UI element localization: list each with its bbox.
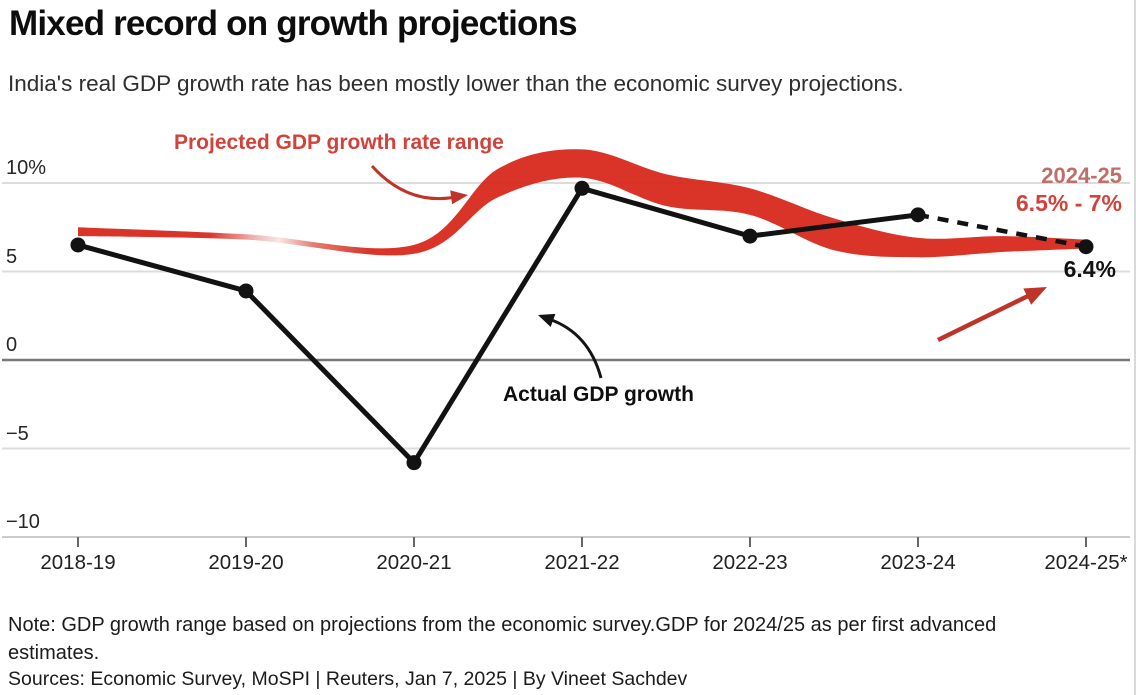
x-tick-label: 2020-21 xyxy=(376,551,452,574)
source-line: Sources: Economic Survey, MoSPI | Reuter… xyxy=(8,668,688,690)
data-point xyxy=(238,283,254,299)
projection-range-label: 6.5% - 7% xyxy=(1015,190,1122,216)
y-tick-label: −10 xyxy=(6,511,40,533)
footnote: Note: GDP growth range based on projecti… xyxy=(8,614,997,665)
data-point xyxy=(742,228,758,244)
x-tick-label: 2022-23 xyxy=(712,551,788,574)
last-value-arrow xyxy=(937,287,1047,343)
page-title: Mixed record on growth projections xyxy=(9,4,578,43)
y-tick-label: 0 xyxy=(6,334,18,356)
y-tick-label: 5 xyxy=(6,245,18,268)
projection-band-label: Projected GDP growth rate range xyxy=(174,131,504,154)
data-point xyxy=(910,207,926,223)
x-tick-label: 2019-20 xyxy=(208,551,284,574)
y-tick-label: −5 xyxy=(6,422,29,445)
x-tick-label: 2023-24 xyxy=(880,551,956,574)
projected-range-band xyxy=(78,149,1086,258)
projection-year-label: 2024-25 xyxy=(1041,163,1122,188)
x-tick-label: 2024-25* xyxy=(1044,551,1128,574)
line-label-arrow xyxy=(538,313,603,379)
page-subtitle: India's real GDP growth rate has been mo… xyxy=(8,71,904,96)
data-point xyxy=(70,237,86,253)
actual-line-dashed-estimate xyxy=(917,212,1087,249)
x-tick-label: 2018-19 xyxy=(40,551,116,574)
data-point xyxy=(574,180,590,196)
x-tick-label: 2021-22 xyxy=(544,551,620,574)
gridlines xyxy=(2,182,1130,547)
actual-line-label: Actual GDP growth xyxy=(503,383,694,406)
y-tick-label: 10% xyxy=(6,157,47,179)
projection-band xyxy=(78,149,1086,258)
data-point xyxy=(1078,239,1094,255)
band-label-arrow xyxy=(370,164,468,205)
actual-line-solid xyxy=(77,185,919,466)
data-point xyxy=(406,455,422,471)
actual-gdp-line xyxy=(70,180,1094,471)
last-value-label: 6.4% xyxy=(1063,256,1116,282)
